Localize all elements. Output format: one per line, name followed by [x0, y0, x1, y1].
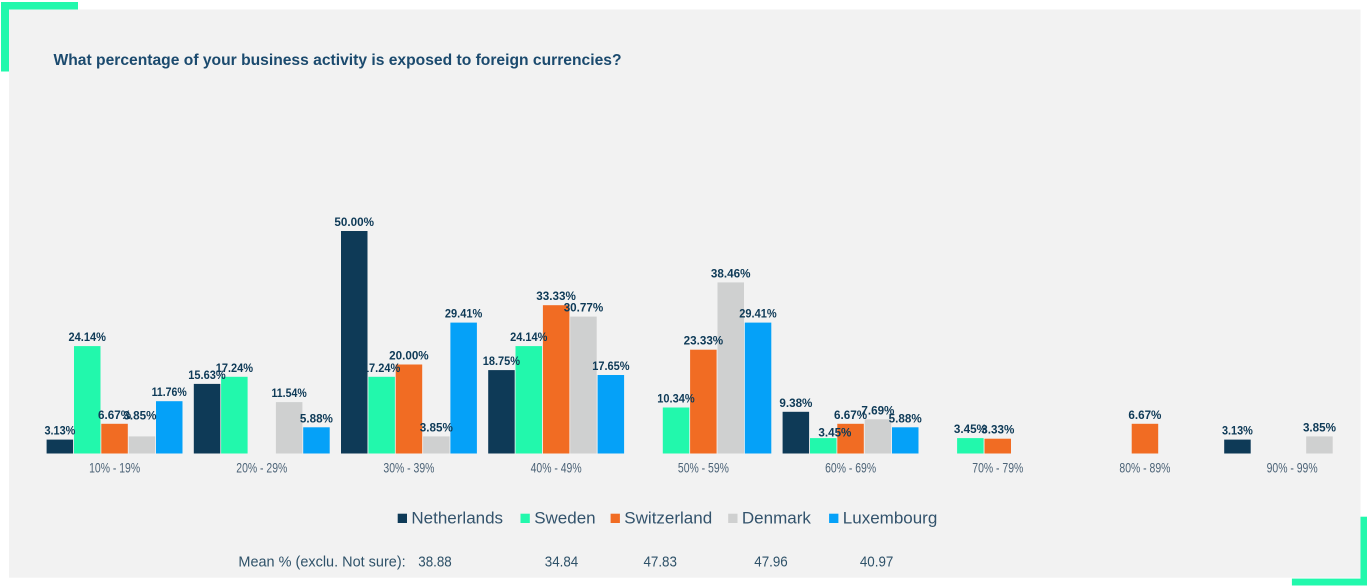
svg-text:38.88: 38.88 — [418, 553, 452, 570]
svg-text:3.85%: 3.85% — [123, 409, 156, 423]
svg-text:11.54%: 11.54% — [272, 386, 307, 400]
svg-text:7.69%: 7.69% — [861, 403, 894, 417]
svg-text:Luxembourg: Luxembourg — [843, 508, 938, 527]
svg-text:11.76%: 11.76% — [152, 385, 187, 399]
svg-text:50.00%: 50.00% — [334, 215, 374, 229]
svg-text:29.41%: 29.41% — [445, 307, 483, 321]
svg-text:3.85%: 3.85% — [1303, 420, 1336, 434]
svg-text:Denmark: Denmark — [742, 508, 811, 527]
svg-text:3.85%: 3.85% — [420, 420, 453, 434]
svg-text:34.84: 34.84 — [545, 553, 579, 570]
svg-text:70% - 79%: 70% - 79% — [972, 460, 1023, 476]
svg-text:20.00%: 20.00% — [389, 349, 429, 363]
svg-text:3.45%: 3.45% — [818, 426, 851, 440]
svg-text:Mean % (exclu. Not sure):: Mean % (exclu. Not sure): — [238, 553, 405, 570]
svg-text:3.45%: 3.45% — [954, 422, 987, 436]
svg-text:17.24%: 17.24% — [216, 361, 254, 375]
svg-text:90% - 99%: 90% - 99% — [1267, 460, 1318, 476]
svg-text:3.13%: 3.13% — [44, 424, 75, 438]
svg-text:47.96: 47.96 — [754, 553, 788, 570]
svg-text:18.75%: 18.75% — [483, 354, 521, 368]
svg-text:17.24%: 17.24% — [363, 361, 401, 375]
svg-text:6.67%: 6.67% — [834, 408, 867, 422]
svg-text:80% - 89%: 80% - 89% — [1119, 460, 1170, 476]
svg-text:50% - 59%: 50% - 59% — [678, 460, 729, 476]
svg-text:30% - 39%: 30% - 39% — [383, 460, 434, 476]
svg-text:40% - 49%: 40% - 49% — [531, 460, 582, 476]
svg-text:47.83: 47.83 — [643, 553, 677, 570]
svg-text:17.65%: 17.65% — [592, 359, 630, 373]
svg-text:9.38%: 9.38% — [779, 396, 812, 410]
svg-text:30.77%: 30.77% — [564, 301, 604, 315]
svg-text:Switzerland: Switzerland — [624, 508, 712, 527]
svg-text:38.46%: 38.46% — [711, 266, 751, 280]
svg-text:What percentage of your busine: What percentage of your business activit… — [54, 52, 622, 69]
svg-text:5.88%: 5.88% — [300, 411, 333, 425]
svg-text:3.13%: 3.13% — [1222, 424, 1253, 438]
svg-text:6.67%: 6.67% — [1128, 408, 1161, 422]
svg-text:24.14%: 24.14% — [69, 330, 107, 344]
svg-text:24.14%: 24.14% — [510, 330, 548, 344]
svg-text:10% - 19%: 10% - 19% — [89, 460, 140, 476]
svg-text:Netherlands: Netherlands — [411, 508, 503, 527]
svg-text:60% - 69%: 60% - 69% — [825, 460, 876, 476]
svg-text:40.97: 40.97 — [860, 553, 894, 570]
svg-text:33.33%: 33.33% — [536, 289, 576, 303]
svg-text:3.33%: 3.33% — [981, 423, 1014, 437]
svg-text:20% - 29%: 20% - 29% — [236, 460, 287, 476]
svg-text:29.41%: 29.41% — [739, 307, 777, 321]
svg-text:10.34%: 10.34% — [657, 392, 695, 406]
svg-text:6.67%: 6.67% — [98, 408, 131, 422]
svg-text:15.63%: 15.63% — [188, 368, 226, 382]
svg-text:5.88%: 5.88% — [889, 411, 922, 425]
svg-text:Sweden: Sweden — [534, 508, 595, 527]
svg-text:23.33%: 23.33% — [684, 334, 724, 348]
